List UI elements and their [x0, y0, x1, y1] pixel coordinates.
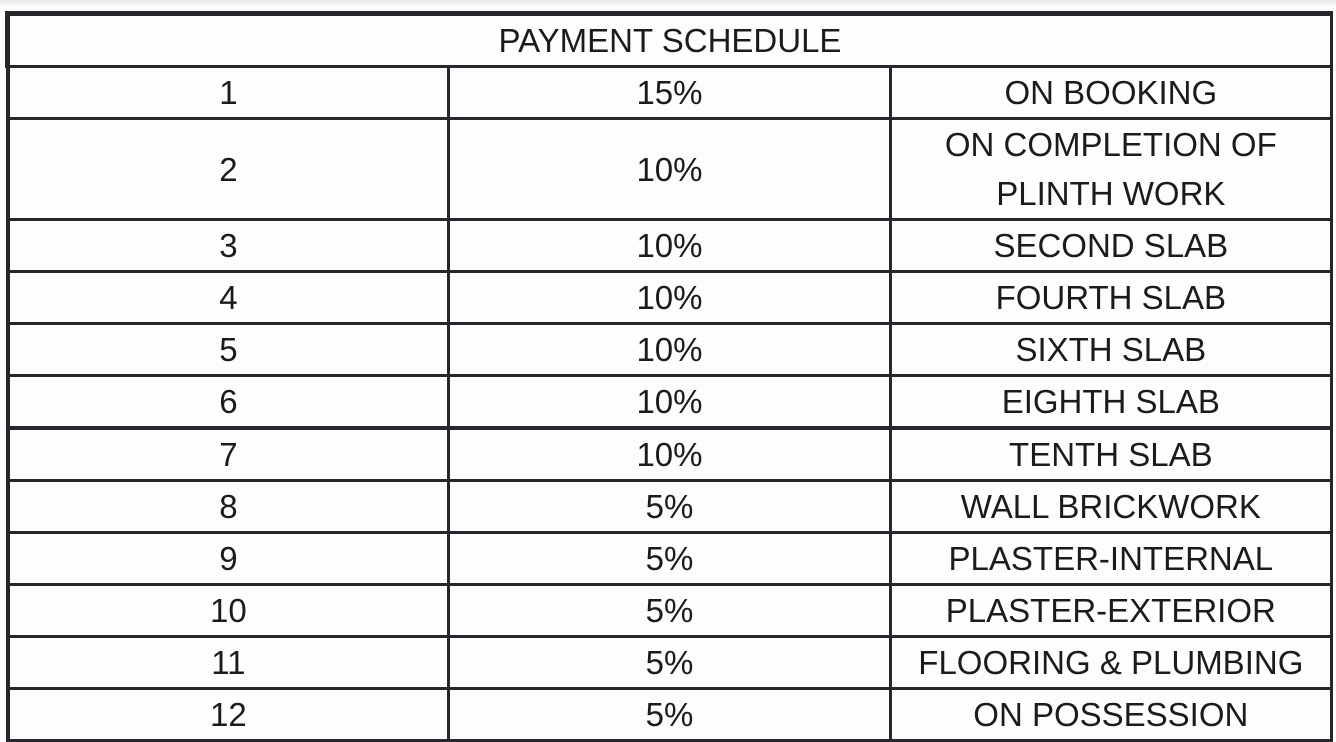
installment-percent: 10%: [447, 117, 892, 221]
installment-stage: PLASTER-INTERNAL: [888, 531, 1334, 586]
installment-number: 2: [5, 117, 451, 221]
scan-edge: [0, 0, 1336, 6]
installment-percent: 10%: [447, 426, 892, 482]
installment-percent: 10%: [447, 218, 892, 273]
installment-number: 10: [5, 583, 451, 638]
installment-percent: 10%: [447, 374, 892, 430]
installment-stage: EIGHTH SLAB: [888, 374, 1334, 430]
installment-percent: 5%: [447, 635, 892, 690]
table-row: 7 10% TENTH SLAB: [5, 426, 1334, 482]
installment-number: 1: [5, 65, 451, 120]
table-title: PAYMENT SCHEDULE: [5, 11, 1333, 68]
installment-number: 3: [5, 218, 451, 273]
installment-percent: 5%: [447, 531, 892, 586]
table-row: 9 5% PLASTER-INTERNAL: [5, 531, 1334, 586]
installment-number: 6: [5, 374, 451, 430]
installment-stage: ON BOOKING: [888, 65, 1334, 120]
table-row: 3 10% SECOND SLAB: [5, 218, 1334, 273]
installment-percent: 15%: [447, 65, 892, 120]
table-row: 1 15% ON BOOKING: [5, 65, 1334, 120]
installment-number: 9: [5, 531, 451, 586]
installment-percent: 5%: [447, 687, 892, 742]
payment-schedule-table: PAYMENT SCHEDULE 1 15% ON BOOKING 2 10% ON CO…: [5, 11, 1334, 742]
installment-number: 7: [5, 426, 451, 482]
installment-percent: 5%: [447, 583, 892, 638]
installment-stage: ON COMPLETION OF PLINTH WORK: [888, 117, 1334, 221]
installment-percent: 10%: [447, 270, 892, 325]
table-row: 5 10% SIXTH SLAB: [5, 322, 1334, 377]
installment-number: 5: [5, 322, 451, 377]
table-row: 11 5% FLOORING & PLUMBING: [5, 635, 1334, 690]
installment-number: 4: [5, 270, 451, 325]
installment-stage: SIXTH SLAB: [888, 322, 1334, 377]
table-row: 10 5% PLASTER-EXTERIOR: [5, 583, 1334, 638]
installment-number: 8: [5, 479, 451, 534]
installment-percent: 5%: [447, 479, 892, 534]
table-row: 8 5% WALL BRICKWORK: [5, 479, 1334, 534]
installment-number: 12: [5, 687, 451, 742]
installment-stage: WALL BRICKWORK: [888, 479, 1334, 534]
installment-stage: ON POSSESSION: [888, 687, 1334, 742]
table-body: 1 15% ON BOOKING 2 10% ON COMPLETION OF PLINT…: [5, 65, 1334, 742]
table-header-row: PAYMENT SCHEDULE: [5, 11, 1333, 68]
installment-stage: FOURTH SLAB: [888, 270, 1334, 325]
installment-number: 11: [5, 635, 451, 690]
installment-stage: SECOND SLAB: [888, 218, 1334, 273]
installment-stage: PLASTER-EXTERIOR: [888, 583, 1334, 638]
table-row: 4 10% FOURTH SLAB: [5, 270, 1334, 325]
table-row: 2 10% ON COMPLETION OF PLINTH WORK: [5, 117, 1334, 221]
installment-stage: TENTH SLAB: [888, 426, 1334, 482]
table-row: 6 10% EIGHTH SLAB: [5, 374, 1334, 430]
installment-percent: 10%: [447, 322, 892, 377]
installment-stage: FLOORING & PLUMBING: [888, 635, 1334, 690]
table-row: 12 5% ON POSSESSION: [5, 687, 1334, 742]
